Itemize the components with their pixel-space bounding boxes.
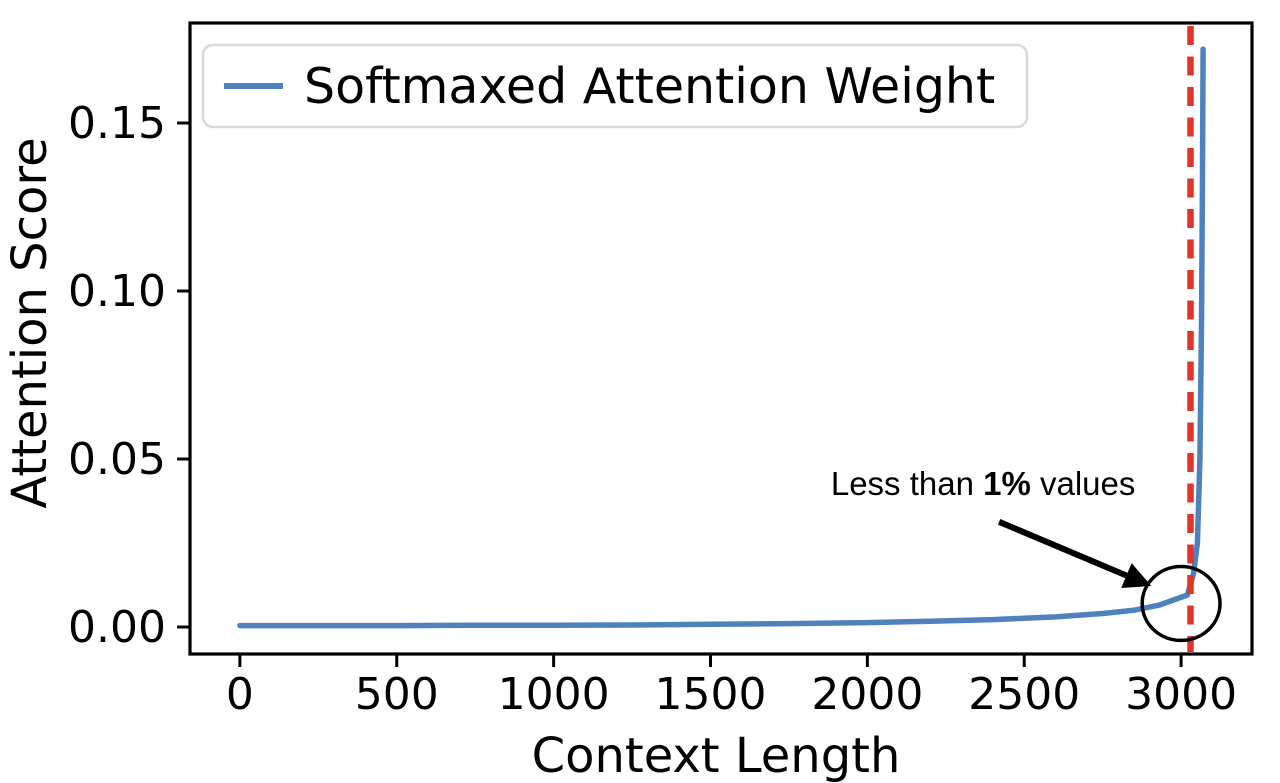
annotation-text: Less than 1% values <box>831 465 1136 502</box>
plot-border <box>188 21 1254 656</box>
y-tick-label: 0.15 <box>68 98 166 149</box>
x-tick-label: 2500 <box>968 669 1080 720</box>
y-axis-label: Attention Score <box>2 137 58 508</box>
x-tick-label: 1000 <box>498 669 610 720</box>
x-tick-label: 3000 <box>1125 669 1237 720</box>
y-tick-label: 0.10 <box>68 266 166 317</box>
axes-layer: 0 500 1000 1500 2000 2500 3000 0.00 0.05 0.10 0.15 <box>68 98 1237 720</box>
data-layer <box>237 26 1222 652</box>
highlight-circle <box>1140 564 1222 643</box>
x-tick-label: 2000 <box>811 669 923 720</box>
annotation-bold-value: 1% <box>983 465 1031 502</box>
annotation-arrow-head <box>1121 563 1152 588</box>
legend: Softmaxed Attention Weight <box>201 43 1029 129</box>
attention-curve <box>237 46 1206 629</box>
x-tick-label: 500 <box>355 669 439 720</box>
x-tick-label: 1500 <box>654 669 766 720</box>
x-tick-label: 0 <box>226 669 254 720</box>
legend-entry-label: Softmaxed Attention Weight <box>304 58 995 115</box>
y-tick-label: 0.00 <box>68 602 166 653</box>
legend-box <box>201 43 1029 129</box>
x-axis-label: Context Length <box>532 728 901 783</box>
y-tick-label: 0.05 <box>68 434 166 485</box>
annotation-arrow-shaft <box>997 519 1128 579</box>
